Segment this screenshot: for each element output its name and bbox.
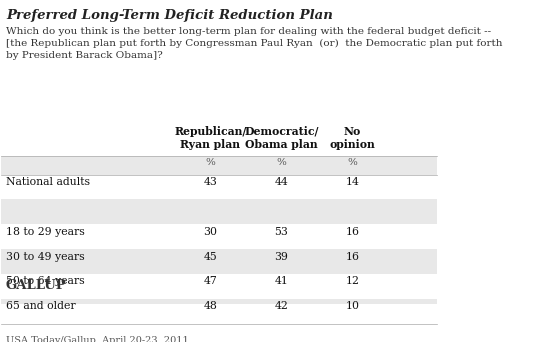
Text: 50 to 64 years: 50 to 64 years <box>6 276 84 286</box>
Text: GALLUP: GALLUP <box>6 279 67 292</box>
Text: 18 to 29 years: 18 to 29 years <box>6 227 84 237</box>
Text: 53: 53 <box>274 227 288 237</box>
Text: 43: 43 <box>203 177 217 187</box>
Text: 41: 41 <box>274 276 288 286</box>
Text: %: % <box>348 158 357 167</box>
Text: 10: 10 <box>345 301 359 311</box>
Text: 12: 12 <box>345 276 359 286</box>
Text: Preferred Long-Term Deficit Reduction Plan: Preferred Long-Term Deficit Reduction Pl… <box>6 9 333 22</box>
Text: 45: 45 <box>203 252 217 262</box>
Bar <box>2 199 437 224</box>
Text: National adults: National adults <box>6 177 90 187</box>
Text: 65 and older: 65 and older <box>6 301 75 311</box>
Text: %: % <box>277 158 286 167</box>
Text: Which do you think is the better long-term plan for dealing with the federal bud: Which do you think is the better long-te… <box>6 27 502 60</box>
Bar <box>2 249 437 274</box>
Text: Republican/
Ryan plan: Republican/ Ryan plan <box>174 126 247 150</box>
Text: No
opinion: No opinion <box>329 126 375 150</box>
Text: 47: 47 <box>203 276 217 286</box>
Bar <box>2 156 437 175</box>
Text: 14: 14 <box>345 177 359 187</box>
Text: 16: 16 <box>345 227 359 237</box>
Text: USA Today/Gallup, April 20-23, 2011: USA Today/Gallup, April 20-23, 2011 <box>6 336 189 342</box>
Bar <box>2 299 437 324</box>
Text: 16: 16 <box>345 252 359 262</box>
Text: 39: 39 <box>274 252 288 262</box>
Text: 42: 42 <box>274 301 288 311</box>
Text: %: % <box>206 158 215 167</box>
Text: 44: 44 <box>274 177 288 187</box>
Text: Democratic/
Obama plan: Democratic/ Obama plan <box>244 126 319 150</box>
Text: 30: 30 <box>203 227 217 237</box>
Text: 30 to 49 years: 30 to 49 years <box>6 252 84 262</box>
Text: 48: 48 <box>203 301 217 311</box>
